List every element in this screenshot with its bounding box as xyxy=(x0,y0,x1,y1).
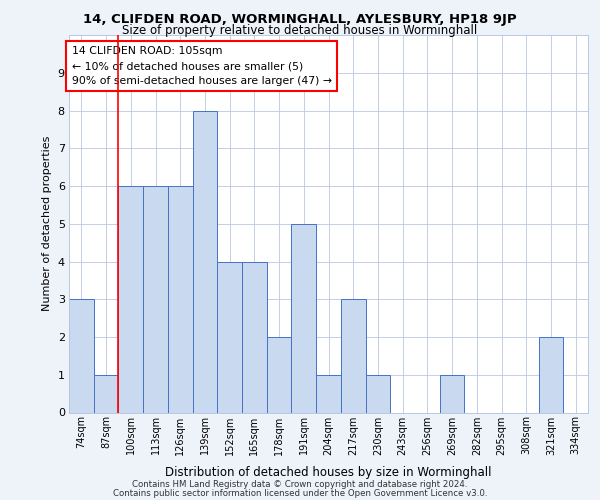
Bar xyxy=(539,337,563,412)
Bar xyxy=(242,262,267,412)
Bar xyxy=(168,186,193,412)
Bar xyxy=(143,186,168,412)
Bar xyxy=(316,375,341,412)
Text: Contains HM Land Registry data © Crown copyright and database right 2024.: Contains HM Land Registry data © Crown c… xyxy=(132,480,468,489)
Bar xyxy=(193,110,217,412)
Bar xyxy=(118,186,143,412)
Bar xyxy=(69,299,94,412)
Text: 14, CLIFDEN ROAD, WORMINGHALL, AYLESBURY, HP18 9JP: 14, CLIFDEN ROAD, WORMINGHALL, AYLESBURY… xyxy=(83,12,517,26)
Text: 14 CLIFDEN ROAD: 105sqm
← 10% of detached houses are smaller (5)
90% of semi-det: 14 CLIFDEN ROAD: 105sqm ← 10% of detache… xyxy=(71,46,332,86)
Bar xyxy=(292,224,316,412)
X-axis label: Distribution of detached houses by size in Worminghall: Distribution of detached houses by size … xyxy=(165,466,492,479)
Y-axis label: Number of detached properties: Number of detached properties xyxy=(42,136,52,312)
Bar xyxy=(217,262,242,412)
Text: Size of property relative to detached houses in Worminghall: Size of property relative to detached ho… xyxy=(122,24,478,37)
Bar xyxy=(365,375,390,412)
Bar xyxy=(94,375,118,412)
Text: Contains public sector information licensed under the Open Government Licence v3: Contains public sector information licen… xyxy=(113,488,487,498)
Bar xyxy=(267,337,292,412)
Bar xyxy=(341,299,365,412)
Bar xyxy=(440,375,464,412)
